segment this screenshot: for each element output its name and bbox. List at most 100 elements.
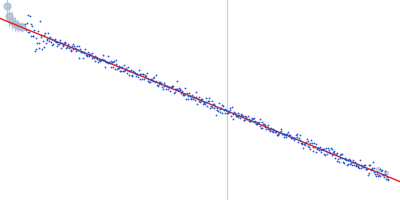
Point — [242, 115, 249, 119]
Point — [163, 84, 170, 87]
Point — [354, 166, 361, 169]
Point — [296, 139, 303, 142]
Point — [134, 72, 140, 75]
Point — [234, 115, 241, 119]
Point — [383, 171, 390, 174]
Point — [47, 35, 54, 38]
Point — [294, 135, 300, 138]
Point — [192, 98, 198, 101]
Point — [375, 175, 381, 178]
Point — [310, 146, 316, 149]
Point — [188, 97, 194, 100]
Point — [202, 102, 208, 105]
Point — [51, 37, 58, 40]
Point — [176, 88, 183, 91]
Point — [306, 142, 313, 145]
Point — [256, 125, 263, 128]
Point — [77, 47, 83, 50]
Point — [255, 122, 261, 125]
Point — [171, 91, 178, 94]
Point — [144, 78, 151, 81]
Point — [307, 147, 314, 150]
Point — [253, 122, 259, 125]
Point — [318, 150, 324, 154]
Point — [87, 52, 93, 55]
Point — [368, 167, 375, 170]
Point — [95, 61, 101, 64]
Point — [120, 63, 127, 66]
Point — [146, 80, 152, 83]
Point — [221, 108, 227, 111]
Point — [104, 54, 111, 57]
Point — [373, 174, 379, 178]
Point — [198, 98, 205, 101]
Point — [248, 120, 254, 123]
Point — [338, 152, 344, 155]
Point — [62, 41, 69, 44]
Point — [99, 57, 105, 60]
Point — [190, 97, 196, 101]
Point — [177, 89, 184, 92]
Point — [222, 108, 228, 111]
Point — [184, 91, 190, 94]
Point — [101, 59, 107, 62]
Point — [107, 62, 113, 65]
Point — [204, 105, 210, 108]
Point — [320, 147, 327, 150]
Point — [225, 111, 232, 114]
Point — [210, 103, 216, 106]
Point — [357, 158, 363, 162]
Point — [385, 179, 392, 182]
Point — [185, 95, 192, 98]
Point — [380, 173, 386, 176]
Point — [226, 109, 233, 112]
Point — [139, 77, 145, 80]
Point — [322, 146, 329, 149]
Point — [115, 65, 122, 68]
Point — [362, 167, 369, 171]
Point — [229, 106, 235, 109]
Point — [40, 34, 47, 37]
Point — [290, 136, 296, 139]
Point — [49, 43, 56, 47]
Point — [298, 142, 305, 145]
Point — [70, 47, 77, 50]
Point — [350, 158, 356, 162]
Point — [123, 66, 129, 69]
Point — [220, 105, 226, 108]
Point — [235, 112, 242, 115]
Point — [178, 92, 184, 95]
Point — [347, 162, 354, 165]
Point — [341, 162, 347, 165]
Point — [193, 95, 200, 98]
Point — [286, 135, 292, 138]
Point — [312, 146, 318, 149]
Point — [384, 175, 390, 178]
Point — [80, 56, 86, 59]
Point — [306, 145, 312, 148]
Point — [85, 50, 91, 53]
Point — [358, 164, 364, 167]
Point — [200, 101, 207, 104]
Point — [250, 117, 257, 120]
Point — [30, 35, 37, 38]
Point — [354, 163, 360, 166]
Point — [315, 147, 322, 150]
Point — [90, 56, 96, 59]
Point — [190, 95, 197, 98]
Point — [230, 112, 236, 116]
Point — [128, 74, 135, 77]
Point — [330, 150, 336, 153]
Point — [379, 169, 386, 172]
Point — [174, 88, 180, 91]
Point — [370, 166, 377, 169]
Point — [223, 109, 229, 112]
Point — [114, 67, 120, 70]
Point — [366, 164, 372, 167]
Point — [203, 100, 210, 103]
Point — [375, 167, 382, 170]
Point — [173, 87, 179, 90]
Point — [71, 44, 77, 48]
Point — [153, 79, 160, 82]
Point — [238, 114, 244, 118]
